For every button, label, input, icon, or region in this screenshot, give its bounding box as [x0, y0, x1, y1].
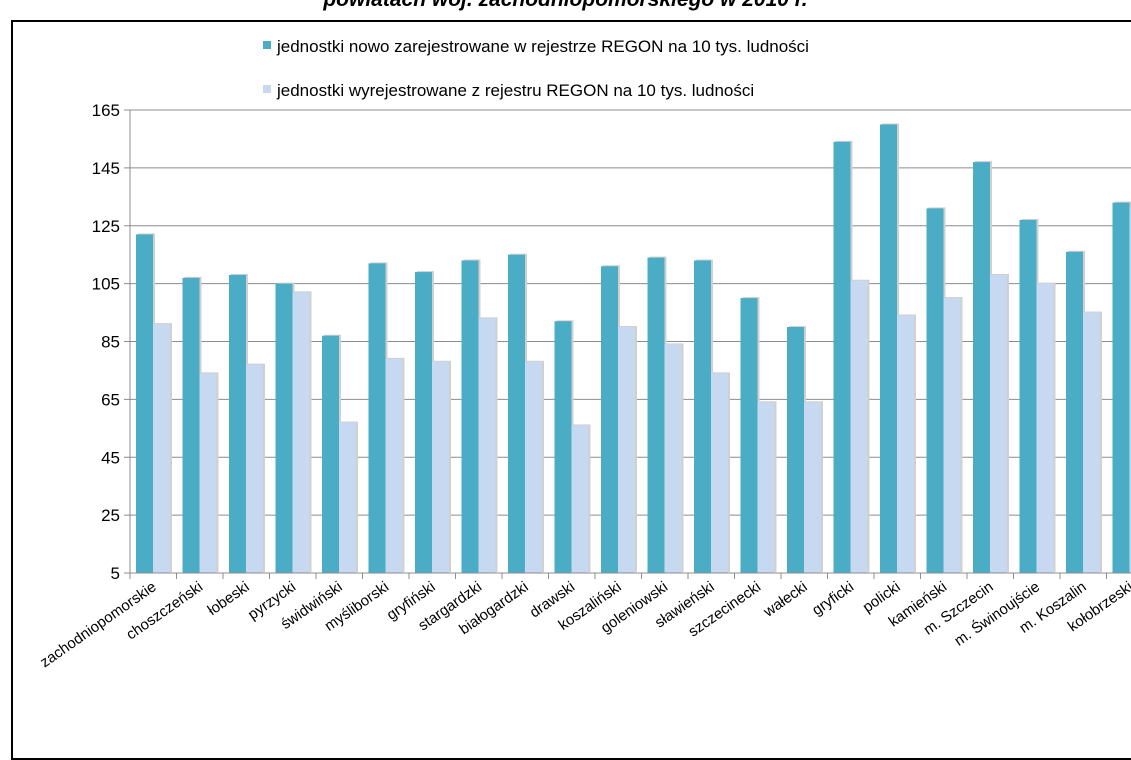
y-axis: 5 25 45 65 85 105 125 145 165 [92, 101, 130, 583]
y-tick-label: 25 [101, 506, 120, 525]
bar-removed [897, 315, 914, 573]
y-tick-label: 65 [101, 390, 120, 409]
bar-removed [758, 402, 775, 573]
bar-removed [525, 362, 542, 573]
y-tick-label: 145 [92, 159, 120, 178]
bar-removed [153, 324, 170, 573]
bar-new [1066, 252, 1083, 573]
y-tick-label: 165 [92, 101, 120, 120]
x-axis: zachodniopomorskiechoszczeńskiłobeskipyr… [37, 573, 1131, 671]
bar-new [1020, 220, 1037, 573]
bar-new [229, 275, 246, 573]
bar-new [601, 266, 618, 573]
bar-new [369, 263, 386, 573]
bar-new [508, 255, 525, 573]
y-tick-label: 85 [101, 333, 120, 352]
bar-removed [1037, 284, 1054, 573]
bar-new [136, 234, 153, 573]
bar-new [415, 272, 432, 573]
y-tick-label: 105 [92, 275, 120, 294]
legend-label-removed: jednostki wyrejestrowane z rejestru REGO… [276, 81, 754, 100]
bar-removed [293, 292, 310, 573]
bar-removed [246, 365, 263, 573]
bar-new [741, 298, 758, 573]
bar-removed [200, 373, 217, 573]
bar-new [834, 142, 851, 573]
bar-new [276, 284, 293, 573]
bar-removed [665, 344, 682, 573]
legend-swatch-removed [263, 85, 271, 93]
legend-label-new: jednostki nowo zarejestrowane w rejestrz… [276, 37, 809, 56]
bar-new [694, 260, 711, 573]
bar-removed [386, 359, 403, 573]
bar-new [927, 208, 944, 573]
legend: jednostki nowo zarejestrowane w rejestrz… [263, 37, 809, 100]
y-tick-label: 125 [92, 217, 120, 236]
bar-removed [572, 425, 589, 573]
bar-new [322, 336, 339, 573]
bar-removed [711, 373, 728, 573]
bar-removed [1083, 313, 1100, 573]
bar-removed [851, 281, 868, 573]
bar-removed [990, 275, 1007, 573]
bar-new [183, 278, 200, 573]
bar-new [973, 162, 990, 573]
bar-new [648, 258, 665, 573]
bar-removed [618, 327, 635, 573]
y-tick-label: 45 [101, 448, 120, 467]
bar-removed [944, 298, 961, 573]
bar-new [555, 321, 572, 573]
y-tick-label: 5 [111, 564, 120, 583]
bar-removed [479, 318, 496, 573]
bar-removed [339, 423, 356, 573]
x-tick-label: wałecki [760, 578, 811, 621]
bar-removed [432, 362, 449, 573]
bar-new [462, 260, 479, 573]
bar-removed [804, 402, 821, 573]
bars [136, 123, 1131, 573]
x-tick-label: gryficki [809, 578, 857, 619]
bar-new [880, 124, 897, 573]
legend-swatch-new [263, 41, 271, 49]
x-tick-label: łobeski [205, 578, 253, 619]
bar-new [1113, 203, 1130, 573]
bar-new [787, 327, 804, 573]
